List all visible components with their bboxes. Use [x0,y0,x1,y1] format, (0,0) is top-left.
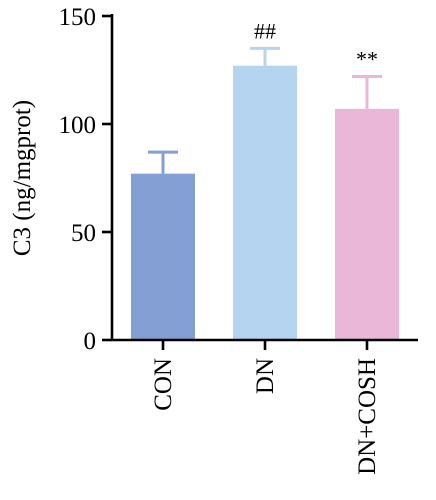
y-tick-label: 150 [59,4,97,31]
labels-layer: CON ## DN ** DN+COSH 0 50 100 150 C3 (ng/mgprot) [9,4,381,475]
y-tick-label: 0 [84,328,97,355]
significance-label-dn: ## [254,18,276,43]
axes-layer [102,14,418,350]
bar-dn [233,65,297,341]
y-tick-label: 50 [71,220,96,247]
x-tick-label: DN+COSH [354,358,381,475]
x-tick-label: CON [150,358,177,411]
bar-dn-cosh [335,108,399,340]
x-tick-label: DN [252,358,279,394]
y-axis-title: C3 (ng/mgprot) [9,100,36,256]
bar-con [131,173,195,340]
bars-layer [131,65,399,341]
y-tick-label: 100 [59,112,97,139]
significance-label-dn-cosh: ** [356,46,378,71]
error-bars-layer [148,46,382,174]
